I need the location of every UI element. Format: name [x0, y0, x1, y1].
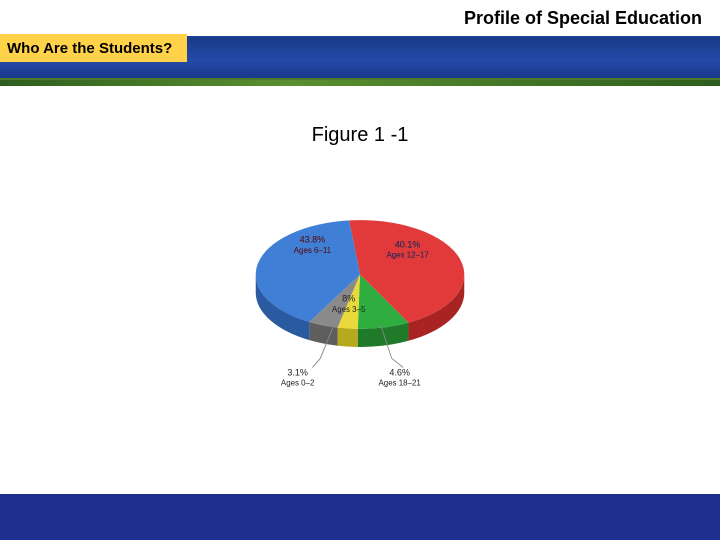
slice-pct-ages3_5: 8%	[342, 294, 355, 304]
section-tab: Who Are the Students?	[0, 34, 187, 62]
pie-chart: 43.8%Ages 6–11 8%Ages 3–5 3.1% Ages 0–2 4.6%…	[0, 176, 720, 426]
footer-bar	[0, 494, 720, 540]
slice-sub-ages6_11: Ages 6–11	[294, 246, 332, 255]
slice-sub-ages12_17: Ages 12–17	[386, 250, 428, 259]
figure-label: Figure 1 -1	[0, 124, 720, 147]
slice-pct-ages6_11: 43.8%	[300, 235, 326, 245]
slice-pct-ages12_17: 40.1%	[395, 239, 421, 249]
slice-pct-ages0_2: 3.1%	[287, 367, 308, 377]
slice-sub-ages18_21: Ages 18–21	[379, 379, 422, 388]
slice-pct-ages18_21: 4.6%	[389, 367, 410, 377]
slice-sub-ages3_5: Ages 3–5	[332, 305, 366, 314]
slice-sub-ages0_2: Ages 0–2	[281, 379, 314, 388]
slide-title: Profile of Special Education	[464, 8, 702, 29]
